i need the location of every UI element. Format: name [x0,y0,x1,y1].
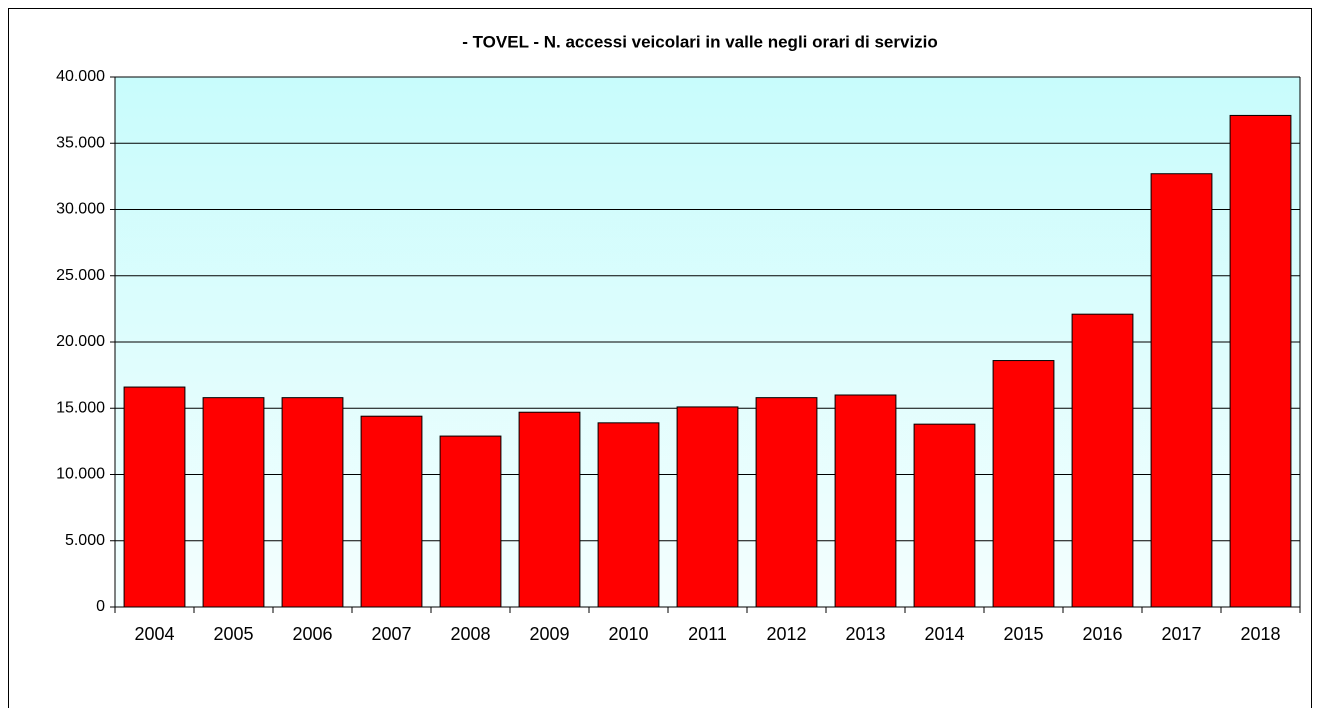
bar [281,397,344,608]
bar [1071,313,1134,608]
x-tick-label: 2015 [1003,624,1043,644]
bar [597,422,660,608]
x-tick-label: 2009 [529,624,569,644]
bar [913,423,976,608]
y-tick-label: 35.000 [56,134,105,151]
x-tick-label: 2008 [450,624,490,644]
bar [834,394,897,608]
bar [123,386,186,608]
x-tick-label: 2011 [688,624,727,644]
y-tick-label: 15.000 [56,399,105,416]
bar [676,406,739,608]
x-tick-label: 2016 [1082,624,1122,644]
x-tick-label: 2005 [213,624,253,644]
x-tick-label: 2018 [1240,624,1280,644]
x-tick-label: 2014 [924,624,964,644]
bar [992,360,1055,608]
y-tick-label: 20.000 [56,333,105,350]
x-tick-label: 2006 [292,624,332,644]
y-tick-label: 30.000 [56,201,105,218]
bar [518,411,581,608]
x-tick-label: 2004 [134,624,174,644]
bar [1150,173,1213,608]
y-tick-label: 40.000 [56,68,105,85]
bar [1229,114,1292,608]
bar [755,397,818,608]
bar [202,397,265,608]
y-tick-label: 0 [96,598,105,615]
y-tick-label: 10.000 [56,466,105,483]
x-tick-label: 2010 [608,624,648,644]
x-tick-label: 2013 [845,624,885,644]
x-tick-label: 2017 [1161,624,1201,644]
x-tick-label: 2007 [371,624,411,644]
bar [360,415,423,608]
chart-title: - TOVEL - N. accessi veicolari in valle … [462,32,938,51]
y-tick-label: 5.000 [65,532,105,549]
y-tick-label: 25.000 [56,267,105,284]
bar [439,435,502,608]
x-tick-label: 2012 [766,624,806,644]
